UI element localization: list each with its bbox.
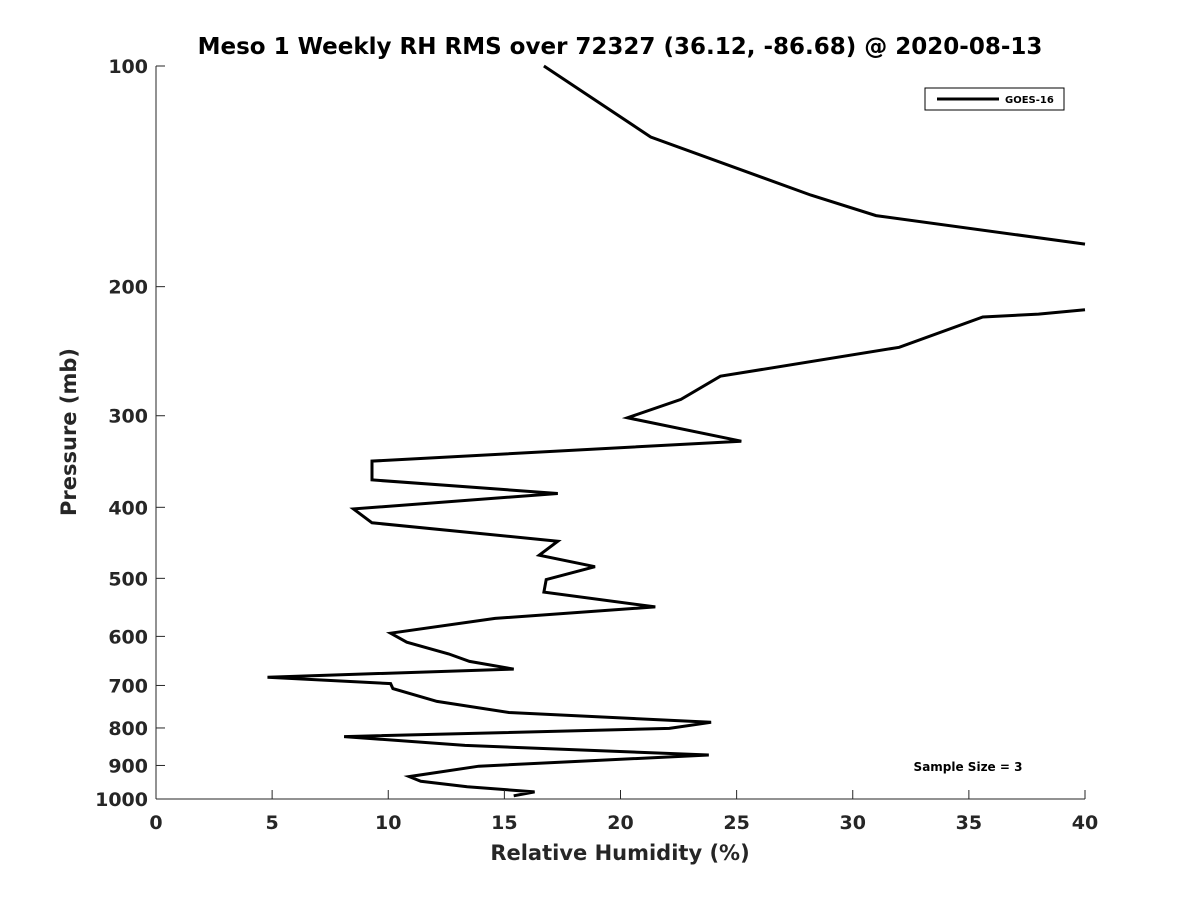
x-tick-label: 15 [491,812,517,834]
legend-label-goes16: GOES-16 [1005,95,1054,106]
x-tick-label: 30 [840,812,866,834]
y-tick-label: 400 [108,497,148,519]
y-axis-label: Pressure (mb) [57,348,81,516]
x-axis-label: Relative Humidity (%) [490,841,749,865]
series-group [267,64,1086,798]
x-tick-group: 0 5 10 15 20 25 30 35 40 [149,790,1098,834]
x-tick-label: 25 [723,812,749,834]
y-tick-label: 200 [108,277,148,299]
x-tick-label: 10 [375,812,401,834]
x-tick-label: 35 [956,812,982,834]
chart-title: Meso 1 Weekly RH RMS over 72327 (36.12, … [198,34,1043,60]
x-tick-label: 5 [266,812,279,834]
y-tick-label: 800 [108,718,148,740]
series-line-goes16-segment-2 [267,308,1086,798]
series-line-goes16-segment-1 [543,64,1086,246]
y-tick-label: 100 [108,56,148,78]
plot-area [156,66,1085,799]
y-tick-label: 500 [108,568,148,590]
y-tick-label: 1000 [95,789,148,811]
x-tick-label: 20 [607,812,633,834]
x-tick-label: 40 [1072,812,1098,834]
legend: GOES-16 [924,87,1065,111]
y-tick-label: 300 [108,406,148,428]
x-tick-label: 0 [149,812,162,834]
y-tick-group: 100 200 300 400 500 600 700 800 900 1000 [95,56,165,811]
y-tick-label: 700 [108,675,148,697]
y-tick-label: 900 [108,755,148,777]
y-tick-label: 600 [108,626,148,648]
sample-size-annotation: Sample Size = 3 [914,760,1023,774]
